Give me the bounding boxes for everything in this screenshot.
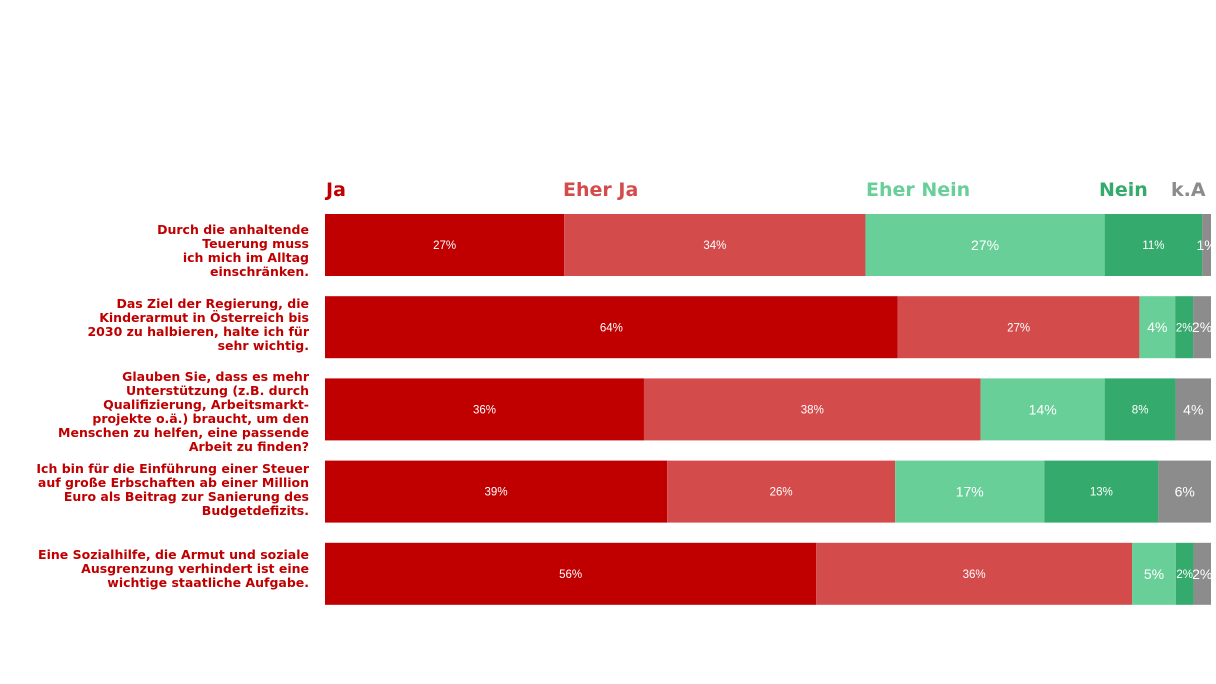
bar-segment bbox=[1175, 378, 1211, 441]
data-label: 4% bbox=[1147, 319, 1167, 335]
bar-segment bbox=[325, 542, 817, 605]
legend-item-eher-ja: Eher Ja bbox=[563, 179, 638, 201]
question-label: Eine Sozialhilfe, die Armut und soziale … bbox=[38, 547, 309, 590]
question-label: Glauben Sie, dass es mehr Unterstützung … bbox=[58, 369, 309, 454]
data-label: 34% bbox=[703, 240, 726, 252]
data-label: 6% bbox=[1175, 484, 1195, 500]
bar-segment bbox=[667, 460, 896, 523]
data-label: 64% bbox=[600, 322, 623, 334]
bar-segment bbox=[1158, 460, 1211, 523]
bar-segment bbox=[1044, 460, 1159, 523]
bar-segment bbox=[325, 214, 565, 276]
data-label: 39% bbox=[485, 487, 508, 499]
data-label: 14% bbox=[1029, 401, 1057, 417]
data-label: 56% bbox=[559, 569, 582, 581]
data-label: 2% bbox=[1176, 569, 1193, 581]
bar-segment bbox=[865, 214, 1105, 276]
bar-segment bbox=[1175, 296, 1194, 359]
data-label: 13% bbox=[1090, 487, 1113, 499]
bar-segment bbox=[1132, 542, 1176, 605]
bar-segment bbox=[1175, 542, 1194, 605]
bar-segment bbox=[1104, 214, 1203, 276]
data-label: 2% bbox=[1192, 566, 1212, 582]
bar-segment bbox=[895, 460, 1045, 523]
bar-segment bbox=[325, 296, 898, 359]
data-label: 27% bbox=[433, 240, 456, 252]
bar-segment bbox=[1139, 296, 1176, 359]
bar-segment bbox=[325, 378, 644, 441]
legend-item-nein: Nein bbox=[1099, 179, 1148, 201]
data-label: 5% bbox=[1144, 566, 1164, 582]
bar-segment bbox=[1202, 214, 1211, 276]
data-label: 38% bbox=[801, 405, 824, 417]
bar-segment bbox=[325, 460, 668, 523]
data-label: 26% bbox=[770, 487, 793, 499]
bar-segment bbox=[1193, 296, 1211, 359]
data-label: 17% bbox=[956, 484, 984, 500]
data-label: 4% bbox=[1183, 401, 1203, 417]
bar-segment bbox=[1104, 378, 1176, 441]
bar-segment bbox=[1193, 542, 1211, 605]
data-label: 36% bbox=[963, 569, 986, 581]
data-label: 11% bbox=[1142, 240, 1164, 252]
data-label: 27% bbox=[971, 237, 999, 253]
data-label: 2% bbox=[1192, 319, 1212, 335]
data-label: 8% bbox=[1132, 405, 1149, 417]
question-label: Ich bin für die Einführung einer Steuer … bbox=[36, 461, 309, 518]
question-label: Durch die anhaltende Teuerung muss ich m… bbox=[157, 222, 309, 279]
bar-segment bbox=[980, 378, 1105, 441]
bar-segment bbox=[643, 378, 981, 441]
question-label: Das Ziel der Regierung, die Kinderarmut … bbox=[87, 296, 309, 353]
data-label: 2% bbox=[1176, 322, 1193, 334]
data-label: 27% bbox=[1007, 322, 1030, 334]
data-label: 36% bbox=[473, 405, 496, 417]
legend-item-ja: Ja bbox=[324, 179, 346, 201]
data-label: 1% bbox=[1196, 237, 1216, 253]
legend-item-eher-nein: Eher Nein bbox=[866, 179, 970, 201]
bar-segment bbox=[816, 542, 1133, 605]
bar-segment bbox=[564, 214, 866, 276]
bar-segment bbox=[897, 296, 1140, 359]
legend-item-k-a: k.A bbox=[1171, 179, 1206, 201]
